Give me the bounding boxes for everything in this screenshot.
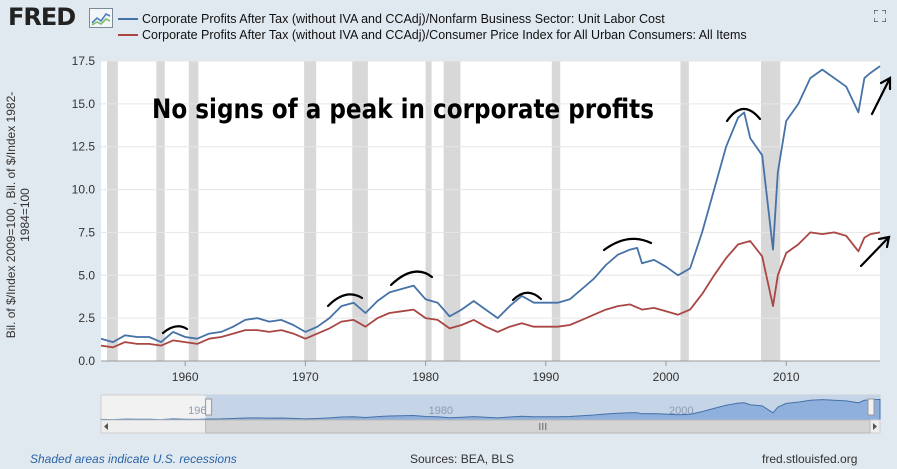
peak-arc-5 (725, 107, 762, 123)
recession-band-9 (760, 61, 781, 361)
scrollbar-grip-icon (539, 423, 547, 430)
legend-item-series2[interactable]: Corporate Profits After Tax (without IVA… (118, 27, 747, 43)
recession-band-3 (304, 61, 317, 361)
fred-logo[interactable]: FRED (8, 3, 76, 31)
y-tick-label: 10.0 (72, 183, 96, 197)
y-tick-label: 7.5 (78, 225, 95, 239)
recession-band-4 (352, 61, 368, 361)
recession-band-2 (188, 61, 199, 361)
x-tick-label: 1990 (532, 370, 559, 384)
navigator-handle-0[interactable] (205, 398, 213, 416)
peak-arc-3 (511, 291, 543, 302)
peak-arc-1 (326, 293, 364, 308)
chart-legend: Corporate Profits After Tax (without IVA… (118, 11, 747, 43)
sources-text: Sources: BEA, BLS (410, 452, 515, 466)
recession-note: Shaded areas indicate U.S. recessions (30, 452, 237, 466)
annotation-text: No signs of a peak in corporate profits (152, 94, 654, 125)
navigator-label: 1980 (429, 405, 453, 417)
x-tick-label: 2000 (653, 370, 680, 384)
x-tick-label: 2010 (773, 370, 800, 384)
peak-arc-4 (602, 237, 653, 252)
scroll-right-arrow-icon[interactable] (873, 423, 877, 430)
legend-swatch-series1 (118, 18, 138, 20)
y-tick-label: 0.0 (78, 354, 95, 368)
scrollbar-thumb[interactable] (205, 419, 871, 434)
navigator-handle-1[interactable] (867, 398, 875, 416)
peak-arc-0 (161, 325, 189, 335)
peak-arc-2 (389, 270, 434, 287)
x-tick-label: 1970 (292, 370, 319, 384)
x-tick-label: 1960 (172, 370, 199, 384)
x-tick-label: 1980 (412, 370, 439, 384)
recession-band-7 (551, 61, 561, 361)
y-tick-label: 12.5 (72, 140, 96, 154)
trend-arrow-top (870, 76, 892, 116)
legend-item-series1[interactable]: Corporate Profits After Tax (without IVA… (118, 11, 747, 27)
series-line-1 (100, 65, 881, 344)
recession-band-1 (156, 61, 165, 361)
recession-band-6 (443, 61, 461, 361)
y-tick-label: 17.5 (72, 54, 96, 68)
scroll-left-arrow-icon[interactable] (104, 423, 108, 430)
chart-line-icon (89, 8, 113, 28)
legend-swatch-series2 (118, 34, 138, 36)
y-tick-label: 5.0 (78, 268, 95, 282)
recession-band-0 (107, 61, 118, 361)
legend-label-series2: Corporate Profits After Tax (without IVA… (142, 28, 747, 42)
legend-label-series1: Corporate Profits After Tax (without IVA… (142, 12, 665, 26)
navigator-series-area (100, 398, 881, 422)
site-link[interactable]: fred.stlouisfed.org (762, 452, 858, 466)
recession-band-5 (425, 61, 432, 361)
series-line-2 (100, 231, 881, 349)
recession-band-8 (680, 61, 689, 361)
y-tick-label: 15.0 (72, 97, 96, 111)
navigator-label: 2000 (669, 405, 693, 417)
y-tick-label: 2.5 (78, 311, 95, 325)
trend-arrow-bottom (859, 235, 891, 268)
